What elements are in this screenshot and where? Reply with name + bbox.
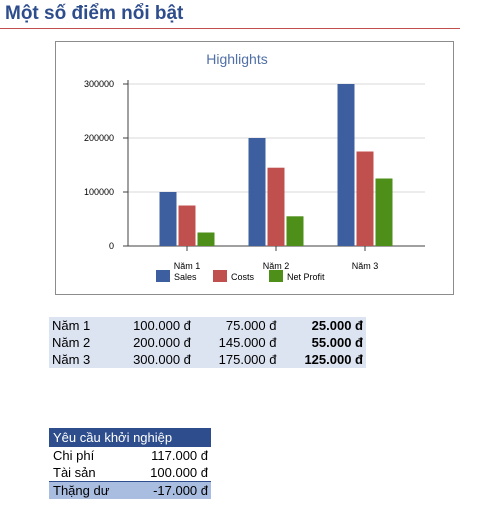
legend-label: Sales [174,272,197,282]
sales-cell: 200.000 đ [133,335,191,350]
legend-swatch [213,270,227,282]
startup-requirements: Yêu cầu khởi nghiệp Chi phí 117.000 đ Tà… [49,428,211,499]
y-tick-label: 100000 [84,187,114,197]
x-tick-label: Năm 2 [263,261,290,271]
sales-cell: 100.000 đ [133,318,191,333]
title-divider [0,28,460,29]
startup-value: 100.000 đ [150,465,208,480]
startup-row: Tài sản 100.000 đ [49,464,211,481]
chart-title: Highlights [206,51,267,67]
costs-cell: 75.000 đ [225,318,277,333]
startup-header: Yêu cầu khởi nghiệp [49,428,211,447]
page-title: Một số điểm nổi bật [5,3,184,24]
startup-value: 117.000 đ [151,448,208,463]
row-label: Năm 3 [52,352,91,367]
row-label: Năm 1 [52,318,91,333]
table-row: Năm 3 300.000 đ 175.000 đ 125.000 đ [49,351,366,368]
profit-cell: 125.000 đ [304,352,363,367]
costs-cell: 145.000 đ [218,335,277,350]
legend-label: Costs [231,272,255,282]
bar-costs [356,151,374,246]
bar-net-profit [375,178,393,246]
bar-sales [159,192,177,246]
bar-sales [337,84,355,246]
legend-swatch [156,270,170,282]
startup-row: Chi phí 117.000 đ [49,447,211,464]
legend-label: Net Profit [287,272,325,282]
legend-swatch [269,270,283,282]
summary-table: Năm 1 100.000 đ 75.000 đ 25.000 đ Năm 2 … [49,317,366,368]
y-tick-label: 300000 [84,79,114,89]
sales-cell: 300.000 đ [133,352,191,367]
profit-cell: 25.000 đ [311,318,363,333]
y-tick-label: 200000 [84,133,114,143]
bar-net-profit [197,232,215,246]
startup-row: Thặng dư -17.000 đ [49,481,211,499]
bar-costs [267,167,285,246]
costs-cell: 175.000 đ [218,352,277,367]
startup-label: Tài sản [53,465,96,480]
startup-value: -17.000 đ [153,483,208,498]
profit-cell: 55.000 đ [311,335,363,350]
bar-costs [178,205,196,246]
row-label: Năm 2 [52,335,91,350]
startup-label: Thặng dư [53,483,110,498]
x-tick-label: Năm 1 [174,261,201,271]
startup-label: Chi phí [53,448,95,463]
x-tick-label: Năm 3 [352,261,379,271]
table-row: Năm 1 100.000 đ 75.000 đ 25.000 đ [49,317,366,334]
bar-net-profit [286,216,304,246]
y-tick-label: 0 [109,241,114,251]
bar-sales [248,138,266,246]
table-row: Năm 2 200.000 đ 145.000 đ 55.000 đ [49,334,366,351]
